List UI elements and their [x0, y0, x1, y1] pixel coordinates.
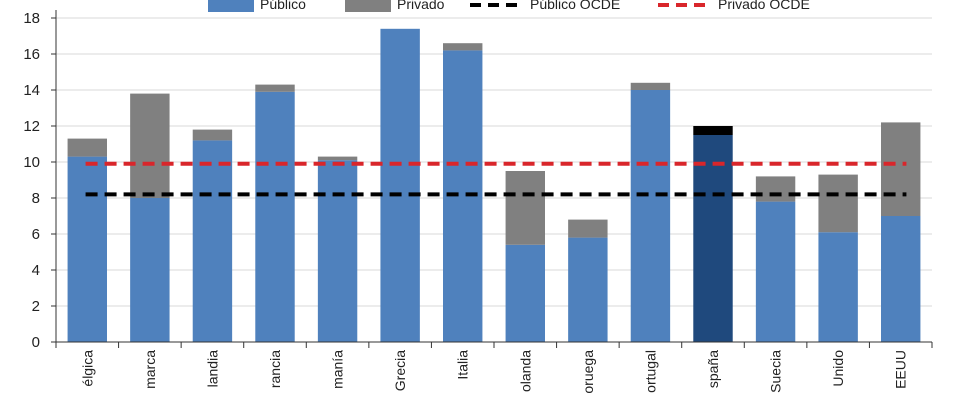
bar-publico: [192, 140, 233, 342]
category-label: Grecia: [392, 350, 408, 391]
bar-privado: [443, 43, 483, 51]
bar-privado: [255, 84, 295, 92]
bars: [67, 28, 921, 343]
bar-publico: [505, 244, 545, 342]
category-label: ortugal: [642, 350, 658, 393]
bar-publico: [130, 198, 170, 342]
y-tick-label: 6: [32, 226, 40, 243]
bar-publico: [755, 201, 796, 342]
y-tick-label: 8: [32, 190, 40, 207]
bar-publico: [67, 156, 107, 342]
bar-publico: [881, 216, 921, 342]
legend-label: Privado OCDE: [718, 0, 810, 12]
y-tick-labels: 0 2 4 6 8 10 12 14 16 18: [23, 10, 40, 351]
legend-label: Público OCDE: [530, 0, 620, 12]
category-label: Suecia: [768, 350, 784, 393]
bar-publico: [818, 232, 858, 342]
bar-privado: [693, 126, 733, 135]
y-tick-label: 16: [23, 46, 40, 63]
bar-privado: [755, 176, 796, 202]
bar-privado: [818, 174, 858, 233]
legend: Público Privado Público OCDE Privado OCDE: [208, 0, 810, 12]
legend-swatch: [208, 0, 254, 12]
category-label: élgica: [79, 350, 95, 387]
y-tick-label: 0: [32, 334, 40, 351]
y-tick-label: 18: [23, 10, 40, 27]
bar-privado: [881, 122, 921, 216]
category-label: Unido: [830, 350, 846, 387]
category-label: oruega: [580, 350, 596, 394]
category-label: spaña: [705, 350, 721, 388]
y-tick-label: 4: [32, 262, 40, 279]
bar-privado: [505, 171, 545, 245]
bar-publico: [568, 237, 608, 342]
y-tick-label: 10: [23, 154, 40, 171]
bar-privado: [67, 138, 107, 157]
bar-privado: [630, 82, 671, 90]
bar-publico: [380, 28, 420, 343]
y-tick-label: 12: [23, 118, 40, 135]
legend-swatch: [345, 0, 391, 12]
category-label: Italia: [455, 350, 471, 380]
bar-privado: [568, 219, 608, 238]
reference-lines: [85, 161, 907, 197]
category-label: landia: [204, 350, 220, 388]
y-tick-label: 14: [23, 82, 40, 99]
legend-label: Público: [260, 0, 306, 12]
category-labels: élgica marca landia rancia manía Grecia Italia…: [79, 350, 908, 394]
bar-publico: [693, 135, 733, 342]
category-label: EEUU: [893, 350, 909, 389]
y-tick-label: 2: [32, 298, 40, 315]
category-label: marca: [142, 350, 158, 389]
bar-publico: [255, 91, 295, 342]
bar-privado: [192, 129, 233, 141]
category-label: rancia: [267, 350, 283, 388]
bar-privado: [130, 93, 170, 198]
category-label: olanda: [517, 350, 533, 392]
legend-label: Privado: [397, 0, 445, 12]
bar-privado: [317, 156, 358, 161]
axes: [51, 10, 933, 348]
category-label: manía: [330, 350, 346, 389]
bar-publico: [630, 90, 671, 342]
bar-publico: [317, 160, 358, 342]
